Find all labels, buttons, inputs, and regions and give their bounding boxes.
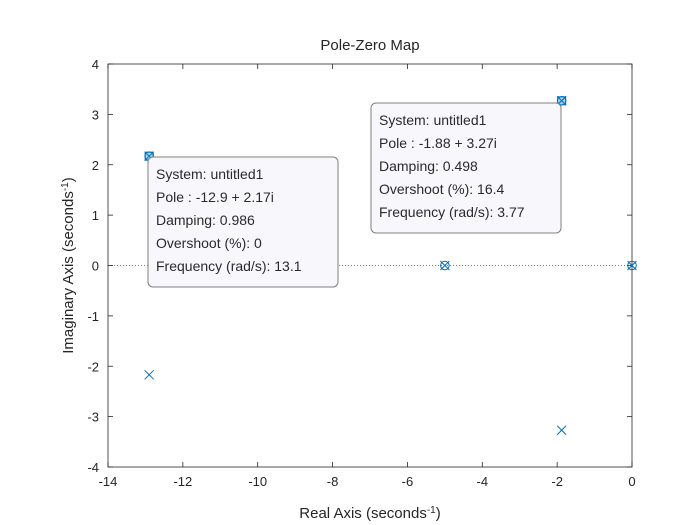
datatip-line: Damping: 0.986 <box>156 212 255 228</box>
datatip-line: Frequency (rad/s): 3.77 <box>379 204 525 220</box>
datatip-box <box>147 156 339 288</box>
datatip-line: Overshoot (%): 16.4 <box>379 181 504 197</box>
x-tick-label: -12 <box>173 474 192 489</box>
x-tick-label: -2 <box>551 474 563 489</box>
datatip-line: Frequency (rad/s): 13.1 <box>156 258 302 274</box>
y-tick-label: -3 <box>87 410 99 425</box>
datatip-line: System: untitled1 <box>156 166 264 182</box>
chart-title: Pole-Zero Map <box>320 37 419 54</box>
datatip-box <box>370 102 562 234</box>
x-tick-label: -14 <box>99 474 118 489</box>
datatip[interactable]: System: untitled1 Pole : -1.88 + 3.27i Dam… <box>370 96 567 234</box>
x-axis-title-sup: -1 <box>427 505 436 516</box>
y-axis-title-sup: -1 <box>60 182 71 191</box>
y-tick-label: 4 <box>92 57 99 72</box>
y-axis-title-base: Imaginary Axis (seconds <box>60 191 77 354</box>
x-tick-label: 0 <box>628 474 635 489</box>
x-axis-title-base: Real Axis (seconds <box>299 505 427 522</box>
pole-stroke <box>556 425 567 436</box>
x-tick-label: -6 <box>402 474 414 489</box>
y-tick-label: 0 <box>92 259 99 274</box>
datatip-line: Pole : -12.9 + 2.17i <box>156 189 274 205</box>
x-tick-label: -8 <box>327 474 339 489</box>
x-tick-label: -10 <box>248 474 267 489</box>
zero-marker[interactable] <box>440 260 450 271</box>
datatip[interactable]: System: untitled1 Pole : -12.9 + 2.17i Dam… <box>144 151 339 288</box>
x-axis-title-close: ) <box>436 505 441 522</box>
x-axis-title: Real Axis (seconds-1) <box>299 505 440 523</box>
y-axis-title: Imaginary Axis (seconds-1) <box>60 177 78 353</box>
datatip-marker <box>557 96 567 106</box>
y-tick-label: 2 <box>92 158 99 173</box>
pole-marker[interactable] <box>556 425 567 436</box>
x-tick-label: -4 <box>477 474 489 489</box>
y-tick-label: -2 <box>87 359 99 374</box>
y-axis-title-close: ) <box>60 177 77 182</box>
datatips-group[interactable]: System: untitled1 Pole : -12.9 + 2.17i Dam… <box>144 96 567 288</box>
y-tick-label: 1 <box>92 208 99 223</box>
pole-marker[interactable] <box>144 369 155 380</box>
datatip-line: Pole : -1.88 + 3.27i <box>379 135 497 151</box>
y-tick-label: -1 <box>87 309 99 324</box>
datatip-line: Overshoot (%): 0 <box>156 235 262 251</box>
y-tick-label: 3 <box>92 107 99 122</box>
zero-marker[interactable] <box>627 260 637 271</box>
datatip-line: System: untitled1 <box>379 112 487 128</box>
y-tick-label: -4 <box>87 460 99 475</box>
pole-stroke <box>144 369 155 380</box>
datatip-line: Damping: 0.498 <box>379 158 478 174</box>
